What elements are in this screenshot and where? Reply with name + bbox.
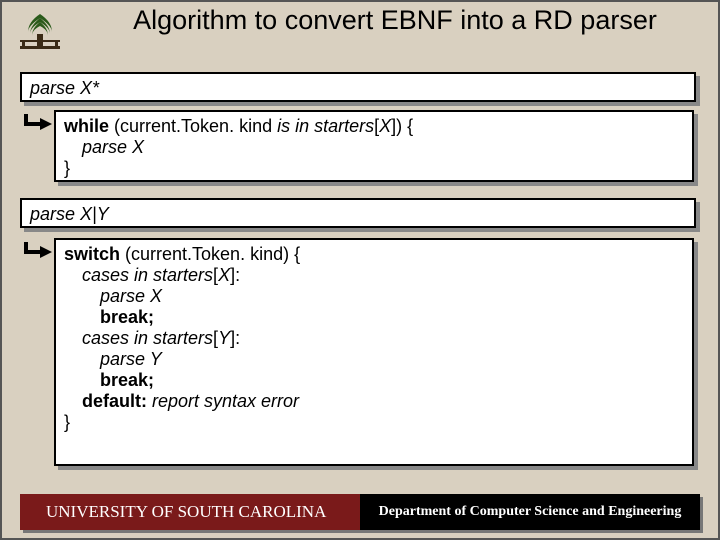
- rule-box-xory: parse X|Y: [20, 198, 696, 228]
- code-segment: (current.Token. kind: [114, 116, 277, 136]
- code-line: cases in starters[Y]:: [64, 328, 684, 349]
- code-segment: }: [64, 158, 70, 178]
- code-line: break;: [64, 307, 684, 328]
- rule-box-xstar: parse X*: [20, 72, 696, 102]
- code-line: default: report syntax error: [64, 391, 684, 412]
- code-line: switch (current.Token. kind) {: [64, 244, 684, 265]
- code-segment: break;: [100, 370, 154, 390]
- code-segment: while: [64, 116, 114, 136]
- footer-university: UNIVERSITY OF SOUTH CAROLINA: [20, 494, 360, 530]
- code-line: parse X: [64, 286, 684, 307]
- code-segment: parse X: [100, 286, 162, 306]
- code-segment: X: [218, 265, 230, 285]
- code-line: }: [64, 412, 684, 433]
- code-segment: break;: [100, 307, 154, 327]
- arrow-icon: [24, 240, 54, 260]
- code-segment: Y: [218, 328, 230, 348]
- code-segment: }: [64, 412, 70, 432]
- rule-text: parse X*: [22, 74, 694, 103]
- code-line: parse Y: [64, 349, 684, 370]
- arrow-icon: [24, 112, 54, 132]
- footer-department: Department of Computer Science and Engin…: [360, 494, 700, 530]
- code-line: break;: [64, 370, 684, 391]
- code-segment: switch: [64, 244, 125, 264]
- code-line: }: [64, 158, 684, 179]
- slide: Algorithm to convert EBNF into a RD pars…: [0, 0, 720, 540]
- code-segment: cases in starters: [82, 328, 213, 348]
- usc-logo: [10, 8, 70, 58]
- code-box-switch: switch (current.Token. kind) {cases in s…: [54, 238, 694, 466]
- code-line: while (current.Token. kind is in starter…: [64, 116, 684, 137]
- code-segment: ]:: [230, 328, 240, 348]
- code-segment: is in starters: [277, 116, 374, 136]
- footer-bar: UNIVERSITY OF SOUTH CAROLINA Department …: [20, 494, 700, 530]
- code-segment: ]:: [230, 265, 240, 285]
- code-segment: ]) {: [391, 116, 413, 136]
- slide-title: Algorithm to convert EBNF into a RD pars…: [92, 6, 698, 36]
- code-segment: cases in starters: [82, 265, 213, 285]
- rule-text: parse X|Y: [22, 200, 694, 229]
- code-content: switch (current.Token. kind) {cases in s…: [56, 240, 692, 437]
- code-box-while: while (current.Token. kind is in starter…: [54, 110, 694, 182]
- code-line: parse X: [64, 137, 684, 158]
- code-segment: X: [379, 116, 391, 136]
- code-content: while (current.Token. kind is in starter…: [56, 112, 692, 183]
- code-segment: report syntax error: [152, 391, 299, 411]
- code-segment: parse X: [82, 137, 144, 157]
- code-segment: (current.Token. kind) {: [125, 244, 300, 264]
- code-segment: default:: [82, 391, 152, 411]
- code-line: cases in starters[X]:: [64, 265, 684, 286]
- code-segment: parse Y: [100, 349, 162, 369]
